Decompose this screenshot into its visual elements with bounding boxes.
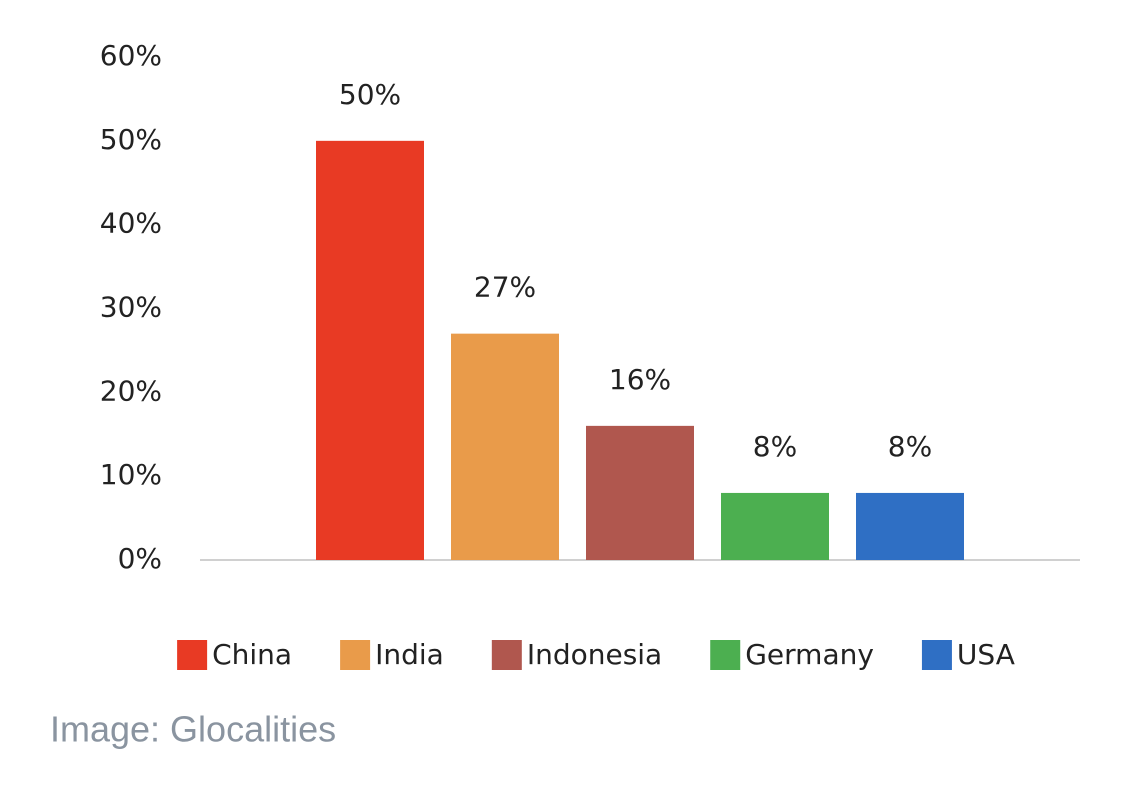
legend-swatch (710, 640, 741, 670)
bar (451, 333, 559, 560)
legend-label: India (375, 638, 444, 671)
data-label: 8% (753, 430, 797, 463)
bar (721, 492, 829, 560)
legend-label: Germany (745, 638, 874, 671)
legend-label: Indonesia (527, 638, 662, 671)
legend-swatch (491, 640, 522, 670)
data-label: 8% (888, 430, 932, 463)
y-tick-label: 40% (100, 207, 162, 240)
bar (856, 492, 964, 560)
data-label: 27% (474, 271, 536, 304)
legend-label: China (212, 638, 292, 671)
legend-swatch (177, 640, 208, 670)
bar (316, 140, 424, 561)
data-label: 50% (339, 78, 401, 111)
bar (586, 425, 694, 560)
source-caption: Image: Glocalities (50, 709, 336, 750)
y-tick-label: 10% (100, 458, 162, 491)
y-tick-label: 20% (100, 374, 162, 407)
y-tick-label: 0% (118, 542, 162, 575)
legend-swatch (921, 640, 952, 670)
y-tick-label: 60% (100, 39, 162, 72)
y-tick-label: 30% (100, 291, 162, 324)
legend-label: USA (957, 638, 1015, 671)
data-label: 16% (609, 363, 671, 396)
legend-swatch (340, 640, 371, 670)
y-tick-label: 50% (100, 123, 162, 156)
